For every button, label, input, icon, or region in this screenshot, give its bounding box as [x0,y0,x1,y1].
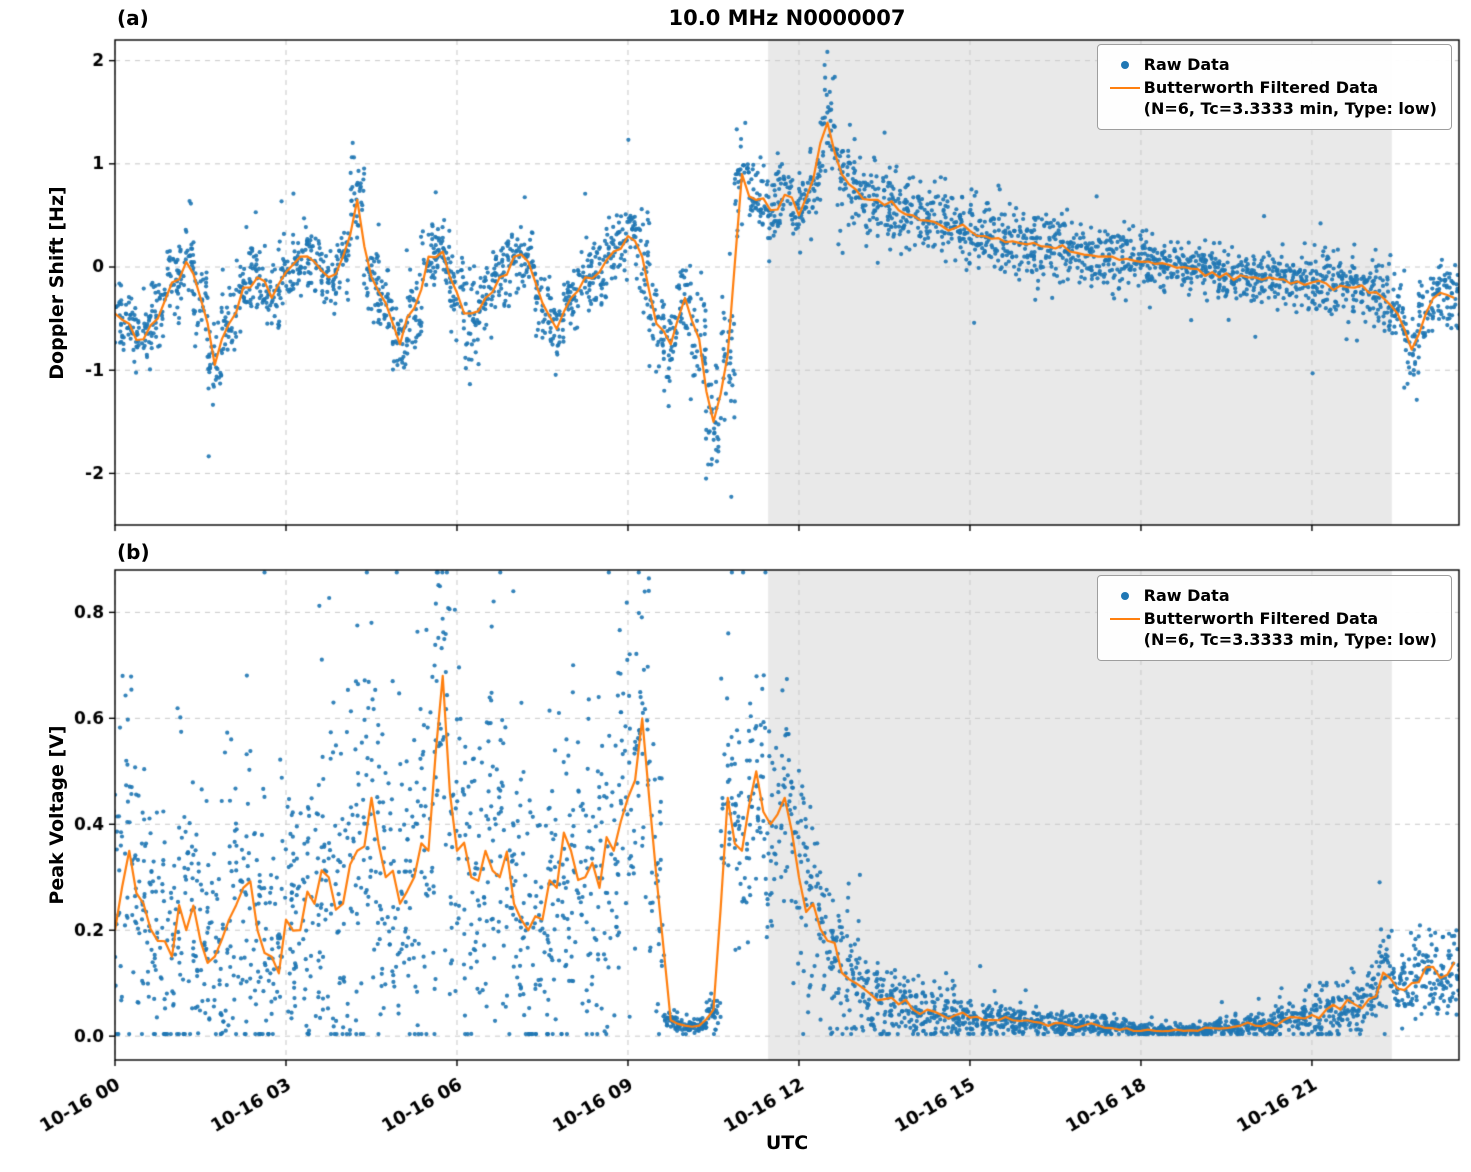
filtered-line-icon [1106,78,1144,98]
legend-filtered-label: Butterworth Filtered Data (N=6, Tc=3.333… [1144,78,1437,120]
panel-b-label: (b) [117,540,150,564]
panel-a-y-axis-label: Doppler Shift [Hz] [46,186,68,380]
legend-filtered-params: (N=6, Tc=3.3333 min, Type: low) [1143,629,1437,649]
legend-panel-b: Raw Data Butterworth Filtered Data (N=6,… [1096,575,1452,662]
x-axis-label: UTC [765,1132,809,1154]
panel-b-y-axis-label: Peak Voltage [V] [46,725,68,905]
page-title: 10.0 MHz N0000007 [668,6,906,30]
legend-raw-label: Raw Data [1143,586,1230,605]
legend-filtered-label: Butterworth Filtered Data (N=6, Tc=3.333… [1144,609,1437,651]
legend-filtered-title: Butterworth Filtered Data [1143,77,1379,97]
panel-a-label: (a) [117,6,149,30]
legend-entry-filtered: Butterworth Filtered Data (N=6, Tc=3.333… [1106,609,1437,651]
legend-panel-a: Raw Data Butterworth Filtered Data (N=6,… [1096,44,1452,131]
legend-entry-raw: Raw Data [1106,586,1437,607]
legend-entry-raw: Raw Data [1106,55,1437,76]
legend-raw-label: Raw Data [1143,55,1230,74]
legend-filtered-title: Butterworth Filtered Data [1143,608,1379,628]
legend-filtered-params: (N=6, Tc=3.3333 min, Type: low) [1143,98,1437,118]
raw-data-dot-icon [1106,55,1144,75]
legend-entry-filtered: Butterworth Filtered Data (N=6, Tc=3.333… [1106,78,1437,120]
raw-data-dot-icon [1106,586,1144,606]
filtered-line-icon [1106,609,1144,629]
